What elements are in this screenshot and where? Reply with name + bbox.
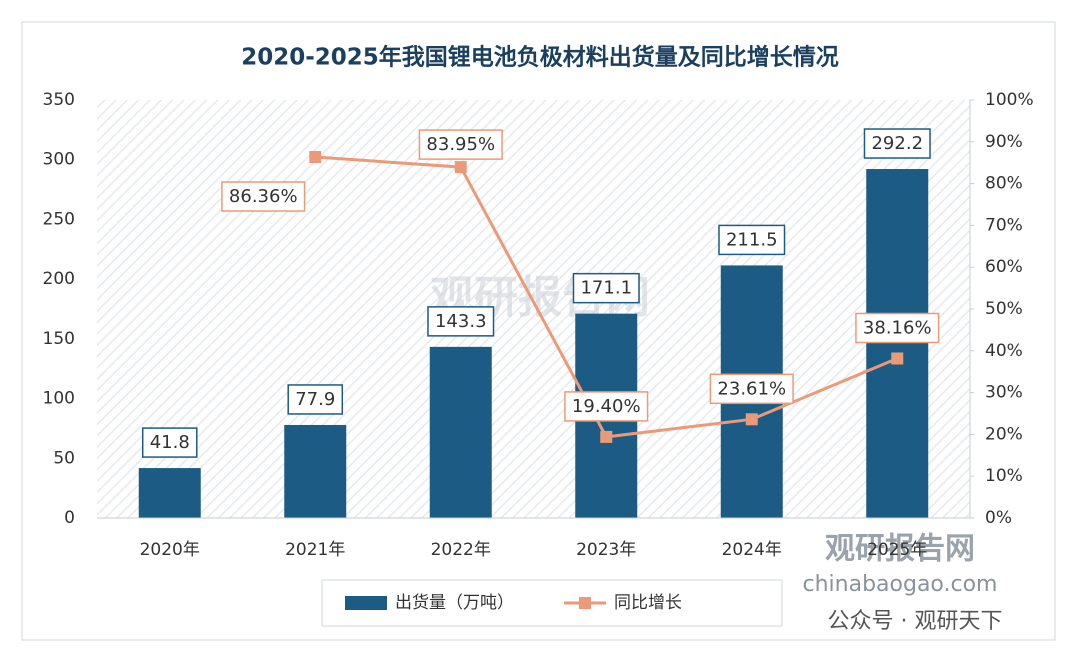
line-marker: [745, 413, 758, 426]
label-box: [855, 312, 940, 344]
line-value-label: 83.95%: [426, 134, 495, 155]
x-tick-label: 2025年: [867, 540, 927, 560]
bar: [866, 169, 929, 518]
label-box: [863, 128, 931, 159]
line-marker: [454, 161, 467, 174]
bar-value-label: 211.5: [726, 229, 778, 250]
x-tick-label: 2023年: [576, 540, 636, 560]
bar-value-label: 143.3: [435, 311, 487, 332]
bar-value-label: 171.1: [580, 278, 632, 299]
watermark-brand-corner: 观研报告网: [825, 532, 975, 567]
y-tick-label: 350: [43, 90, 75, 110]
plot-area: [97, 100, 970, 518]
label-box: [709, 373, 794, 405]
y-tick-label: 0: [64, 508, 75, 528]
y-tick-label: 150: [43, 329, 75, 349]
line-marker: [600, 430, 613, 443]
y-tick-label: 300: [43, 150, 75, 170]
y-tick-label: 250: [43, 209, 75, 229]
bar: [429, 346, 492, 518]
chart-title: 2020-2025年我国锂电池负极材料出货量及同比增长情况: [241, 44, 839, 71]
y2-tick-label: 50%: [985, 299, 1023, 319]
label-box: [141, 427, 198, 458]
label-box: [221, 181, 306, 212]
bar-value-label: 41.8: [150, 432, 190, 453]
watermark-account: 公众号 · 观研天下: [828, 609, 1003, 634]
legend-label: 同比增长: [614, 593, 682, 613]
line-marker: [309, 151, 322, 164]
x-tick-label: 2020年: [140, 540, 200, 560]
watermark-site: chinabaogao.com: [803, 572, 998, 597]
line-value-label: 23.61%: [717, 378, 786, 399]
label-box: [287, 384, 344, 415]
y-tick-label: 100: [43, 389, 75, 409]
y2-tick-label: 70%: [985, 215, 1023, 235]
label-box: [572, 272, 640, 304]
label-box: [427, 306, 495, 337]
label-box: [718, 224, 786, 256]
x-tick-label: 2022年: [431, 540, 491, 560]
x-tick-label: 2021年: [285, 540, 345, 560]
legend-box: [321, 579, 783, 627]
y2-tick-label: 0%: [985, 508, 1012, 528]
y2-tick-label: 90%: [985, 132, 1023, 152]
bar: [284, 424, 347, 518]
line-value-label: 19.40%: [572, 396, 641, 417]
y2-tick-label: 40%: [985, 341, 1023, 361]
line-marker: [891, 352, 904, 365]
y2-tick-label: 10%: [985, 466, 1023, 486]
label-box: [418, 129, 503, 160]
y2-tick-label: 30%: [985, 383, 1023, 403]
y2-tick-label: 60%: [985, 257, 1023, 277]
legend-marker: [579, 597, 591, 609]
legend-label: 出货量（万吨）: [395, 593, 514, 613]
x-tick-label: 2024年: [722, 540, 782, 560]
bar: [138, 468, 201, 518]
bar-value-label: 292.2: [871, 133, 923, 154]
y2-tick-label: 20%: [985, 424, 1023, 444]
y2-tick-label: 80%: [985, 174, 1023, 194]
label-box: [564, 391, 649, 422]
line-value-label: 86.36%: [229, 186, 298, 207]
y2-tick-label: 100%: [985, 90, 1034, 110]
line-value-label: 38.16%: [863, 317, 932, 338]
y-tick-label: 50: [53, 448, 75, 468]
bar-value-label: 77.9: [295, 389, 335, 410]
legend-swatch: [345, 596, 387, 610]
y-tick-label: 200: [43, 269, 75, 289]
